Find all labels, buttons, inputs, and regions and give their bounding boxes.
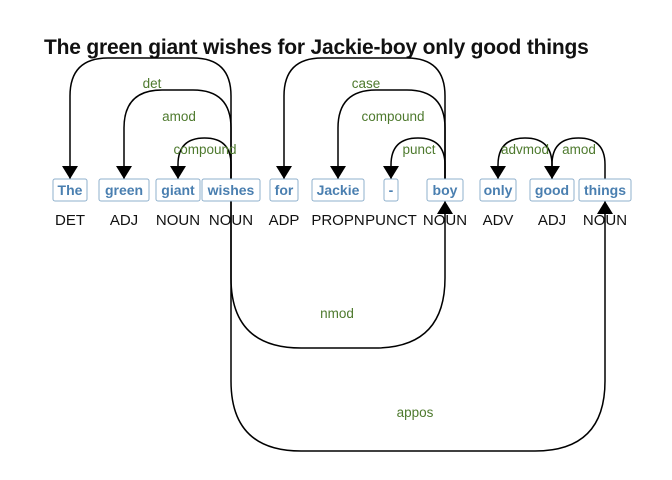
pos-tag: PROPN <box>311 212 364 229</box>
arc-line <box>337 89 446 179</box>
arrowhead <box>170 166 186 179</box>
pos-tag: NOUN <box>583 212 627 229</box>
arrowhead <box>62 166 78 179</box>
arc-line <box>390 137 446 179</box>
arrowhead <box>490 166 506 179</box>
arc-amod <box>116 89 232 179</box>
arrowhead <box>544 166 560 179</box>
token-9: good ADJ <box>529 178 575 229</box>
arc-nmod <box>230 201 453 349</box>
token-text: Jackie <box>317 182 360 198</box>
relation-label: appos <box>397 405 434 420</box>
token-text: for <box>275 182 294 198</box>
pos-tag: ADP <box>269 212 300 229</box>
arrowhead <box>437 201 453 214</box>
pos-tag: ADV <box>483 212 514 229</box>
token-text: giant <box>161 182 195 198</box>
arc-line <box>123 89 232 179</box>
token-box <box>383 178 399 202</box>
token-6: - PUNCT <box>365 178 417 229</box>
arc-line <box>497 137 553 179</box>
relation-label: case <box>352 76 381 91</box>
token-text: things <box>584 182 626 198</box>
arc-line <box>551 137 606 179</box>
relation-label: amod <box>562 142 596 157</box>
arc-case <box>276 57 446 179</box>
token-text: boy <box>433 182 458 198</box>
token-box <box>155 178 201 202</box>
arrowhead <box>116 166 132 179</box>
relation-label: compound <box>173 142 236 157</box>
token-box <box>578 178 632 202</box>
token-1: green ADJ <box>98 178 150 229</box>
token-box <box>269 178 299 202</box>
token-text: wishes <box>207 182 255 198</box>
arc-line <box>69 57 232 179</box>
token-box <box>201 178 261 202</box>
token-text: good <box>535 182 569 198</box>
token-box <box>529 178 575 202</box>
arrowhead <box>330 166 346 179</box>
arc-det <box>62 57 232 179</box>
pos-tag: DET <box>55 212 85 229</box>
token-4: for ADP <box>269 178 300 229</box>
relation-label: advmod <box>501 142 549 157</box>
token-7: boy NOUN <box>423 178 467 229</box>
token-2: giant NOUN <box>155 178 201 229</box>
arc-advmod <box>490 137 553 179</box>
relation-label: compound <box>361 109 424 124</box>
relation-label: det <box>143 76 162 91</box>
token-text: only <box>484 182 513 198</box>
arc-line <box>177 137 232 179</box>
arrowhead <box>597 201 613 214</box>
relation-label: amod <box>162 109 196 124</box>
diagram-title: The green giant wishes for Jackie-boy on… <box>44 36 589 59</box>
pos-tag: PUNCT <box>365 212 417 229</box>
token-box <box>52 178 88 202</box>
arc-compound <box>330 89 446 179</box>
pos-tag: NOUN <box>156 212 200 229</box>
token-8: only ADV <box>479 178 517 229</box>
token-text: green <box>105 182 143 198</box>
token-text: The <box>58 182 83 198</box>
pos-tag: ADJ <box>110 212 138 229</box>
token-0: The DET <box>52 178 88 229</box>
token-box <box>98 178 150 202</box>
token-box <box>311 178 365 202</box>
arrowhead <box>276 166 292 179</box>
arc-amod <box>544 137 606 179</box>
relation-label: punct <box>402 142 435 157</box>
token-10: things NOUN <box>578 178 632 229</box>
arc-line <box>230 201 446 349</box>
pos-tag: NOUN <box>209 212 253 229</box>
arc-punct <box>383 137 446 179</box>
arc-line <box>283 57 446 179</box>
token-3: wishes NOUN <box>201 178 261 229</box>
arc-compound <box>170 137 232 179</box>
pos-tag: NOUN <box>423 212 467 229</box>
token-text: - <box>389 182 394 198</box>
arc-appos <box>230 201 613 452</box>
token-box <box>479 178 517 202</box>
arc-line <box>230 201 606 452</box>
relation-label: nmod <box>320 306 354 321</box>
token-box <box>426 178 464 202</box>
pos-tag: ADJ <box>538 212 566 229</box>
token-5: Jackie PROPN <box>311 178 365 229</box>
arrowhead <box>383 166 399 179</box>
